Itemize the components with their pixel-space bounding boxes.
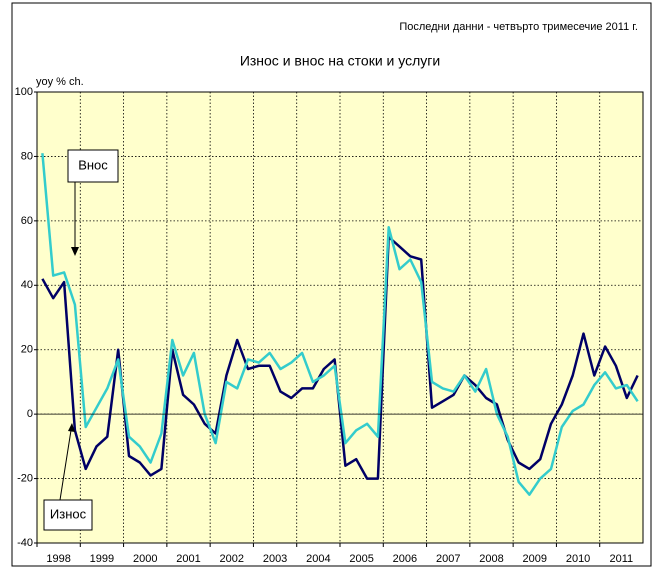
annotation: Внос — [78, 157, 108, 172]
chart-title: Износ и внос на стоки и услуги — [240, 53, 440, 69]
x-tick-label: 2009 — [523, 553, 547, 565]
x-tick-label: 2004 — [306, 553, 330, 565]
y-tick-label: 0 — [27, 408, 33, 420]
annotation-box — [67, 149, 119, 183]
y-tick-label: 80 — [21, 150, 33, 162]
x-tick-label: 2008 — [479, 553, 503, 565]
x-tick-label: 2001 — [176, 553, 200, 565]
y-tick-label: 20 — [21, 344, 33, 356]
y-axis-label: yoy % ch. — [36, 76, 84, 88]
x-tick-label: 2007 — [436, 553, 460, 565]
y-tick-label: 100 — [15, 86, 33, 98]
y-tick-label: -40 — [17, 537, 33, 549]
x-tick-label: 2003 — [263, 553, 287, 565]
y-tick-label: -20 — [17, 472, 33, 484]
annotation-arrow — [59, 423, 73, 501]
arrow-head — [68, 423, 75, 432]
series-line — [41, 153, 639, 496]
x-tick-label: 2002 — [220, 553, 244, 565]
annotation: Износ — [50, 506, 87, 521]
x-tick-label: 2000 — [133, 553, 157, 565]
x-tick-label: 2010 — [566, 553, 590, 565]
x-tick-label: 1999 — [90, 553, 114, 565]
x-tick-label: 1998 — [46, 553, 70, 565]
y-tick-label: 60 — [21, 215, 33, 227]
chart-subtitle: Последни данни - четвърто тримесечие 201… — [399, 21, 638, 33]
y-tick-label: 40 — [21, 279, 33, 291]
arrow-head — [71, 247, 79, 256]
x-tick-label: 2005 — [349, 553, 373, 565]
x-tick-label: 2011 — [610, 553, 634, 565]
annotation-box — [43, 499, 93, 531]
x-tick-label: 2006 — [393, 553, 417, 565]
